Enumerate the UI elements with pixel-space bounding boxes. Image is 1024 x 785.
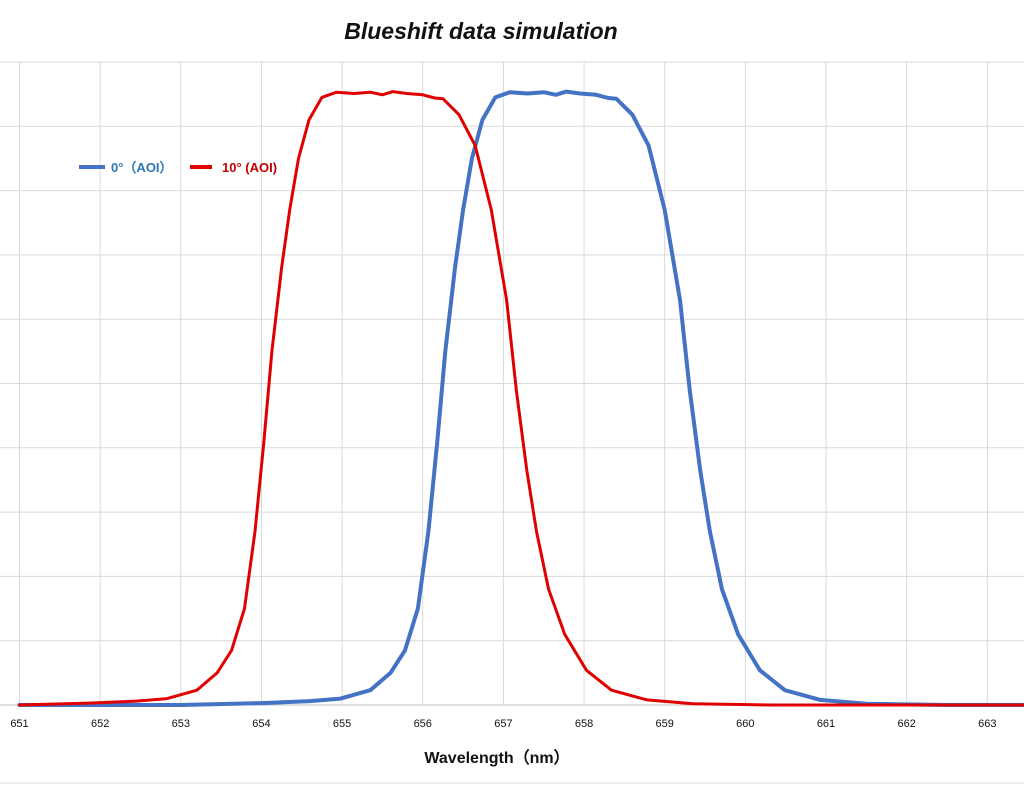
series-line-1 <box>18 90 1024 707</box>
x-tick-label: 657 <box>494 718 512 730</box>
x-tick-label: 663 <box>978 718 996 730</box>
x-tick-label: 661 <box>817 718 835 730</box>
series-lines <box>17 89 1024 707</box>
x-tick-label: 652 <box>91 718 109 730</box>
x-axis-label: Wavelength（nm） <box>424 749 569 767</box>
x-tick-label: 658 <box>575 718 593 730</box>
legend: 0°（AOI） 10° (AOI) <box>79 160 277 175</box>
x-tick-label: 662 <box>897 718 915 730</box>
x-tick-labels: 651 652 653 654 655 656 657 658 659 660 661 662 663 <box>10 718 996 730</box>
x-tick-label: 659 <box>656 718 674 730</box>
chart-title: Blueshift data simulation <box>344 18 618 44</box>
x-tick-label: 654 <box>252 718 270 730</box>
x-tick-label: 655 <box>333 718 351 730</box>
x-tick-label: 651 <box>10 718 28 730</box>
grid <box>0 61 1024 784</box>
legend-label-0deg: 0°（AOI） <box>111 160 173 175</box>
legend-label-10deg: 10° (AOI) <box>222 160 277 175</box>
series-line-0 <box>17 89 1024 707</box>
x-tick-label: 656 <box>414 718 432 730</box>
x-tick-label: 660 <box>736 718 754 730</box>
x-tick-label: 653 <box>172 718 190 730</box>
